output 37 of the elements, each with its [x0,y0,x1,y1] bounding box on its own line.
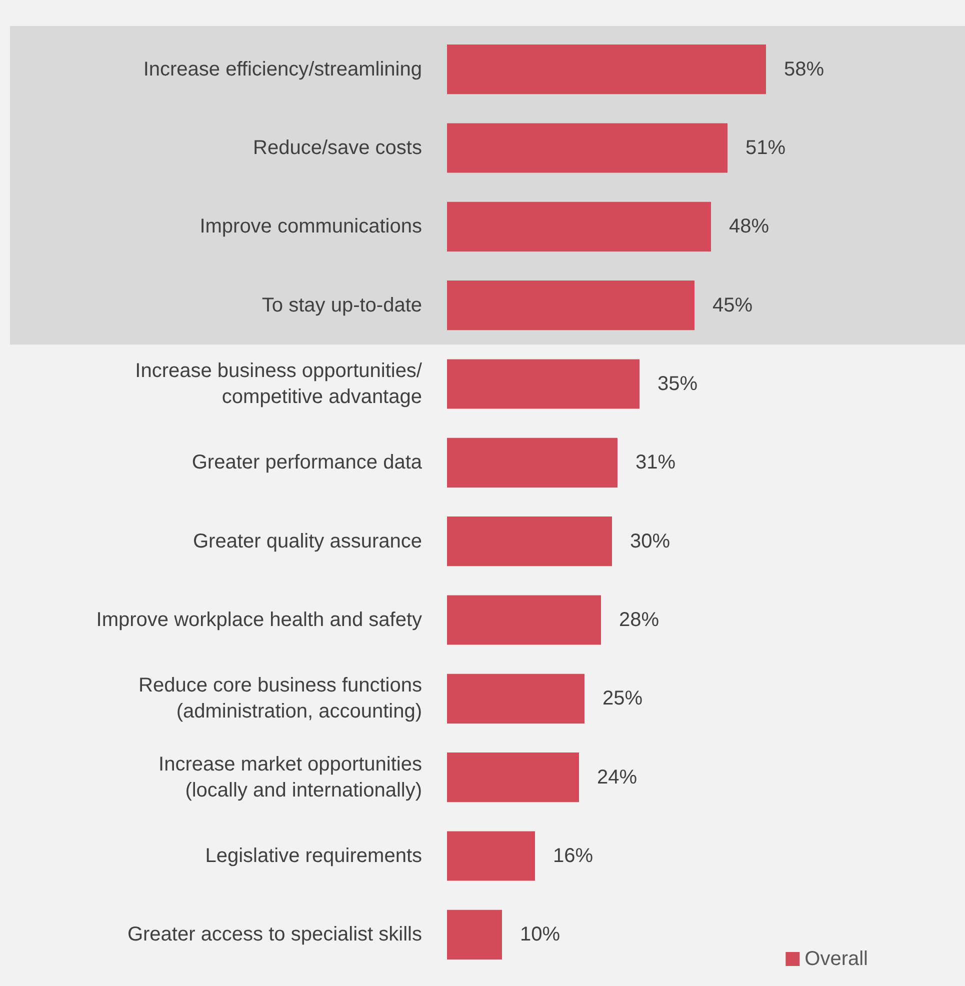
data-label: 30% [630,530,670,552]
y-tick-label: Greater quality assurance [192,530,422,552]
y-tick-label: To stay up-to-date [262,294,422,316]
data-label: 16% [553,845,594,867]
data-label: 51% [746,137,786,159]
bar [447,123,728,173]
bar [447,516,612,566]
legend-label: Overall [804,948,868,970]
y-tick-label: Greater performance data [192,452,423,474]
y-tick-label: Increase business opportunities/ competitive advantage [135,360,422,408]
data-label: 58% [784,58,824,80]
data-label: 28% [619,609,660,631]
data-label: 10% [520,924,560,946]
y-tick-label: Improve communications [200,216,422,238]
data-label: 31% [636,452,676,474]
y-tick-label: Greater access to specialist skills [127,924,422,946]
bar [447,44,766,94]
bar [447,910,502,960]
bar [447,831,535,881]
data-label: 48% [729,216,770,238]
y-tick-label: Increase efficiency/streamlining [143,58,422,80]
y-tick-label: Improve workplace health and safety [96,609,422,631]
data-label: 35% [658,373,698,395]
bar [447,202,711,252]
y-tick-label: Increase market opportunities (locally and internationally) [158,753,422,802]
y-tick-label: Reduce core business functions (administration, accounting) [138,674,422,723]
bar [447,595,601,645]
data-label: 45% [712,294,753,316]
data-label: 24% [597,766,638,788]
bar [447,280,694,330]
bar [447,438,618,488]
bar [447,752,579,802]
y-tick-label: Legislative requirements [205,845,422,867]
bar [447,359,640,409]
y-tick-label: Reduce/save costs [253,137,422,159]
bar [447,674,584,724]
data-label: 25% [602,688,643,710]
